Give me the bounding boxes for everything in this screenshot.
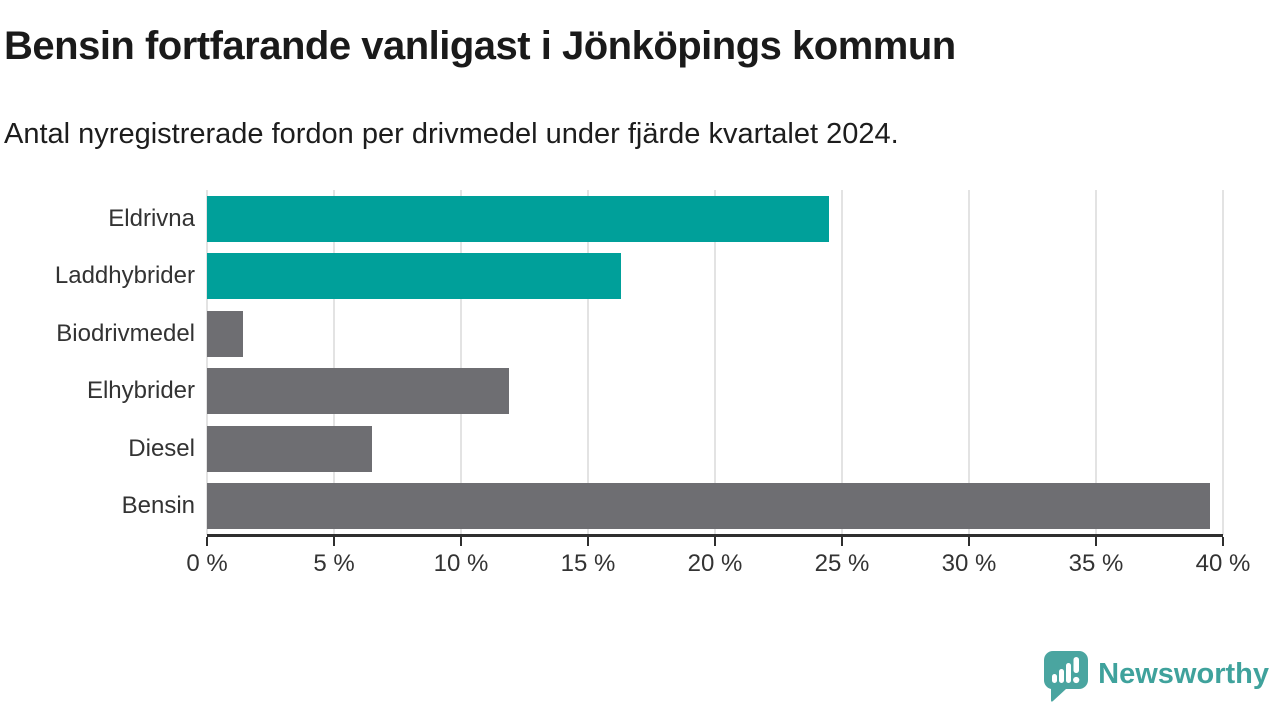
x-axis-tick [333, 537, 335, 546]
x-axis-tick [206, 537, 208, 546]
x-tick-label: 40 % [1195, 550, 1251, 577]
y-axis-label: Eldrivna [108, 204, 195, 232]
bar-elhybrider [207, 368, 510, 415]
x-axis-tick [1222, 537, 1224, 546]
gridline [1095, 190, 1097, 535]
bar-biodrivmedel [207, 310, 243, 357]
gridline [206, 190, 208, 535]
plot-area [206, 190, 1224, 535]
gridline [714, 190, 716, 535]
x-axis-line [207, 534, 1223, 537]
bar-laddhybrider [207, 253, 622, 300]
newsworthy-logo-text: Newsworthy [1098, 658, 1269, 690]
x-tick-label: 20 % [687, 550, 743, 577]
x-tick-label: 0 % [186, 550, 228, 577]
gridline [841, 190, 843, 535]
y-axis-labels: Eldrivna Laddhybrider Biodrivmedel Elhybrid… [0, 190, 195, 535]
gridline [460, 190, 462, 535]
x-tick-label: 25 % [814, 550, 870, 577]
gridline [587, 190, 589, 535]
page-title: Bensin fortfarande vanligast i Jönköping… [4, 24, 956, 68]
bar-eldrivna [207, 195, 830, 242]
newsworthy-logo: Newsworthy [1043, 650, 1269, 704]
y-axis-label: Bensin [121, 492, 195, 520]
bar-diesel [207, 425, 373, 472]
x-axis-tick [841, 537, 843, 546]
x-tick-label: 5 % [313, 550, 355, 577]
x-axis-tick [714, 537, 716, 546]
y-axis-label: Biodrivmedel [56, 319, 195, 347]
gridline [1222, 190, 1224, 535]
x-tick-label: 10 % [433, 550, 489, 577]
y-axis-label: Diesel [128, 434, 195, 462]
x-tick-label: 35 % [1068, 550, 1124, 577]
bar-bensin [207, 483, 1211, 530]
x-axis-tick [968, 537, 970, 546]
y-axis-label: Elhybrider [86, 377, 195, 405]
x-tick-label: 15 % [560, 550, 616, 577]
page-subtitle: Antal nyregistrerade fordon per drivmede… [4, 118, 899, 150]
x-axis-tick [587, 537, 589, 546]
x-tick-label: 30 % [941, 550, 997, 577]
y-axis-label: Laddhybrider [54, 262, 195, 290]
bar-chart-speech-bubble-icon [1044, 651, 1089, 702]
gridline [968, 190, 970, 535]
x-axis-tick [460, 537, 462, 546]
x-axis-tick [1095, 537, 1097, 546]
gridline [333, 190, 335, 535]
